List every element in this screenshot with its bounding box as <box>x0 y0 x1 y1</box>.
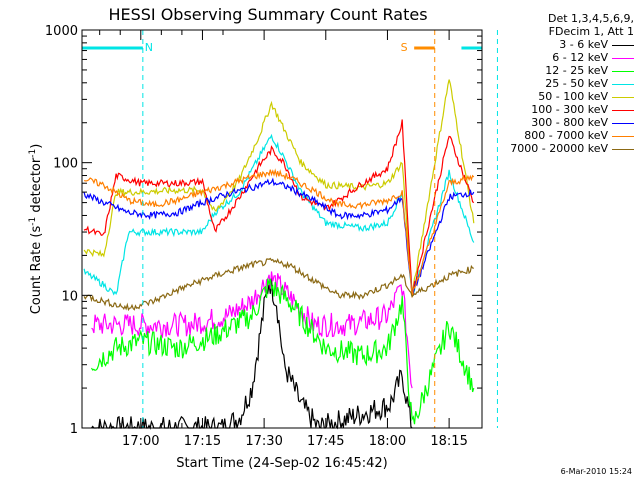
legend-entry: 7000 - 20000 keV <box>486 142 634 155</box>
y-axis-label: Count Rate (s-1 detector-1) <box>28 144 44 315</box>
x-axis-label: Start Time (24-Sep-02 16:45:42) <box>176 456 387 471</box>
series-line <box>91 271 413 389</box>
y-tick-label: 1000 <box>45 24 78 39</box>
legend-swatch <box>612 83 634 85</box>
legend-swatch <box>612 109 634 111</box>
series-line <box>83 257 474 312</box>
legend-header-2: FDecim 1, Att 1 <box>548 25 634 38</box>
legend-entry-label: 300 - 800 keV <box>531 116 608 129</box>
legend-entry: 6 - 12 keV <box>486 51 634 64</box>
attenuator-label: S <box>401 41 408 54</box>
legend-entry: 12 - 25 keV <box>486 64 634 77</box>
legend-entry-label: 12 - 25 keV <box>545 64 608 77</box>
legend-swatch <box>612 96 634 98</box>
series-line <box>83 119 475 297</box>
footer-timestamp: 6-Mar-2010 15:24 <box>560 467 632 476</box>
series-line <box>90 278 475 425</box>
legend-entry: 800 - 7000 keV <box>486 129 634 142</box>
x-tick-label: 17:15 <box>184 434 221 449</box>
x-tick-label: 18:15 <box>430 434 467 449</box>
series-line <box>83 168 475 298</box>
legend-entry-label: 6 - 12 keV <box>552 51 608 64</box>
attenuator-label: N <box>145 41 153 54</box>
legend-swatch <box>612 70 634 72</box>
legend-entry: 300 - 800 keV <box>486 116 634 129</box>
legend-entry: 25 - 50 keV <box>486 77 634 90</box>
legend-entry-label: 100 - 300 keV <box>531 103 608 116</box>
legend-entry-label: 3 - 6 keV <box>559 38 608 51</box>
legend-entry-label: 50 - 100 keV <box>538 90 608 103</box>
legend-entry-label: 25 - 50 keV <box>545 77 608 90</box>
legend: Det 1,3,4,5,6,9, FDecim 1, Att 1 3 - 6 k… <box>486 12 634 155</box>
chart-title: HESSI Observing Summary Count Rates <box>108 5 427 24</box>
legend-entry-label: 800 - 7000 keV <box>524 129 608 142</box>
plot-frame <box>81 29 483 429</box>
legend-swatch <box>612 57 634 59</box>
legend-swatch <box>612 135 634 137</box>
legend-swatch <box>612 44 634 46</box>
y-tick-label: 100 <box>53 157 78 172</box>
x-tick-label: 17:30 <box>245 434 282 449</box>
legend-header-1: Det 1,3,4,5,6,9, <box>547 12 634 25</box>
legend-entry: 3 - 6 keV <box>486 38 634 51</box>
legend-entry: 50 - 100 keV <box>486 90 634 103</box>
legend-entry-label: 7000 - 20000 keV <box>510 142 608 155</box>
x-tick-label: 17:00 <box>122 434 159 449</box>
series-line <box>91 278 413 430</box>
y-tick-label: 1 <box>70 422 78 437</box>
x-tick-label: 18:00 <box>369 434 406 449</box>
legend-swatch <box>612 122 634 124</box>
x-tick-label: 17:45 <box>307 434 344 449</box>
y-tick-label: 10 <box>61 289 78 304</box>
legend-swatch <box>612 148 634 150</box>
legend-entry: 100 - 300 keV <box>486 103 634 116</box>
